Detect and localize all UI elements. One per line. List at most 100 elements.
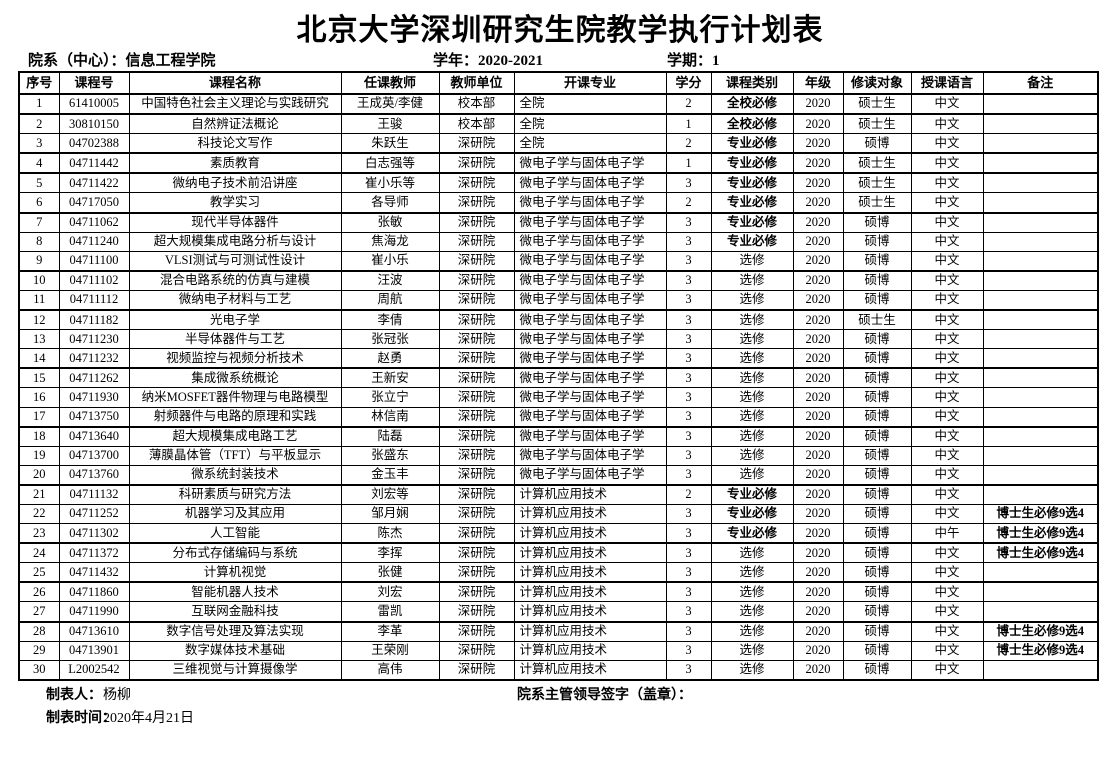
cell-category: 专业必修 (710, 503, 794, 525)
cell-index: 2 (18, 113, 60, 135)
cell-course-id: 04711860 (58, 581, 130, 603)
cell-remark: 博士生必修9选4 (982, 542, 1099, 564)
cell-audience: 硕博 (842, 581, 912, 603)
cell-index: 16 (18, 387, 60, 408)
cell-index: 7 (18, 212, 60, 233)
cell-language: 中文 (910, 581, 984, 603)
cell-index: 29 (18, 640, 60, 661)
cell-remark (982, 212, 1099, 233)
cell-audience: 硕博 (842, 406, 912, 428)
semester-field: 学期：1 (667, 49, 720, 70)
department-field: 院系（中心）：信息工程学院 (28, 49, 216, 70)
cell-course-id: 04711442 (58, 152, 130, 175)
cell-grade: 2020 (792, 601, 844, 623)
cell-course-name: 光电子学 (128, 309, 342, 331)
course-table-body: 1 61410005 中国特色社会主义理论与实践研究 王成英/李健 校本部 全院 2 全校必修… (18, 93, 1099, 681)
cell-remark (982, 192, 1099, 214)
cell-teacher-unit: 深研院 (438, 270, 515, 291)
cell-audience: 硕博 (842, 464, 912, 486)
cell-major: 微电子学与固体电子学 (513, 387, 667, 408)
cell-category: 专业必修 (710, 484, 794, 505)
cell-category: 选修 (710, 289, 794, 312)
cell-language: 中文 (910, 231, 984, 252)
cell-course-name: 数字媒体技术基础 (128, 640, 342, 661)
table-row: 20 04713760 微系统封装技术 金玉丰 深研院 微电子学与固体电子学 3 选修 2020… (18, 464, 1099, 486)
cell-index: 1 (18, 93, 60, 116)
cell-index: 12 (18, 309, 60, 331)
cell-language: 中文 (910, 250, 984, 272)
cell-course-id: 04711232 (58, 348, 130, 370)
cell-remark (982, 348, 1099, 370)
cell-course-id: 04711112 (58, 289, 130, 312)
cell-language: 中文 (910, 133, 984, 155)
cell-major: 微电子学与固体电子学 (513, 250, 667, 272)
table-row: 23 04711302 人工智能 陈杰 深研院 计算机应用技术 3 专业必修 2020 硕博 中午博… (18, 523, 1099, 545)
cell-audience: 硕博 (842, 503, 912, 525)
cell-category: 选修 (710, 426, 794, 447)
column-header-category: 课程类别 (710, 71, 794, 95)
cell-major: 计算机应用技术 (513, 659, 667, 681)
cell-teacher: 邹月娴 (340, 503, 440, 525)
cell-major: 微电子学与固体电子学 (513, 212, 667, 233)
cell-index: 15 (18, 367, 60, 389)
cell-category: 专业必修 (710, 192, 794, 214)
table-row: 9 04711100 VLSI测试与可测试性设计 崔小乐 深研院 微电子学与固体电子学 3 选… (18, 250, 1099, 272)
cell-course-id: 04713901 (58, 640, 130, 661)
cell-course-name: 薄膜晶体管（TFT）与平板显示 (128, 445, 342, 466)
cell-remark (982, 445, 1099, 466)
cell-audience: 硕博 (842, 250, 912, 272)
cell-teacher-unit: 深研院 (438, 464, 515, 486)
cell-teacher: 各导师 (340, 192, 440, 214)
cell-grade: 2020 (792, 329, 844, 350)
cell-remark: 博士生必修9选4 (982, 503, 1099, 525)
cell-grade: 2020 (792, 133, 844, 155)
cell-audience: 硕士生 (842, 309, 912, 331)
cell-credits: 3 (665, 542, 712, 564)
cell-index: 21 (18, 484, 60, 505)
column-header-language: 授课语言 (910, 71, 984, 95)
cell-major: 计算机应用技术 (513, 640, 667, 661)
cell-major: 全院 (513, 133, 667, 155)
cell-major: 微电子学与固体电子学 (513, 231, 667, 252)
cell-course-name: 自然辨证法概论 (128, 113, 342, 135)
cell-course-name: 微纳电子材料与工艺 (128, 289, 342, 312)
cell-remark (982, 367, 1099, 389)
cell-course-id: 04711422 (58, 172, 130, 194)
cell-grade: 2020 (792, 387, 844, 408)
cell-credits: 1 (665, 113, 712, 135)
column-header-teacher: 任课教师 (340, 71, 440, 95)
cell-teacher-unit: 深研院 (438, 231, 515, 252)
cell-audience: 硕博 (842, 387, 912, 408)
cell-audience: 硕博 (842, 212, 912, 233)
cell-remark (982, 601, 1099, 623)
cell-language: 中文 (910, 192, 984, 214)
cell-course-name: 纳米MOSFET器件物理与电路模型 (128, 387, 342, 408)
cell-course-id: L2002542 (58, 659, 130, 681)
cell-course-name: 机器学习及其应用 (128, 503, 342, 525)
cell-category: 选修 (710, 406, 794, 428)
cell-course-name: 超大规模集成电路分析与设计 (128, 231, 342, 252)
column-header-grade: 年级 (792, 71, 844, 95)
cell-language: 中文 (910, 309, 984, 331)
cell-teacher: 陆磊 (340, 426, 440, 447)
cell-teacher: 张盛东 (340, 445, 440, 466)
cell-index: 5 (18, 172, 60, 194)
cell-credits: 3 (665, 445, 712, 466)
cell-language: 中午 (910, 523, 984, 545)
cell-teacher: 张敏 (340, 212, 440, 233)
cell-remark (982, 152, 1099, 175)
cell-remark: 博士生必修9选4 (982, 523, 1099, 545)
cell-teacher: 崔小乐等 (340, 172, 440, 194)
cell-language: 中文 (910, 172, 984, 194)
cell-index: 18 (18, 426, 60, 447)
cell-major: 计算机应用技术 (513, 562, 667, 584)
cell-teacher: 林信南 (340, 406, 440, 428)
cell-audience: 硕博 (842, 426, 912, 447)
cell-grade: 2020 (792, 562, 844, 584)
cell-major: 计算机应用技术 (513, 601, 667, 623)
cell-teacher-unit: 深研院 (438, 212, 515, 233)
cell-remark (982, 231, 1099, 252)
cell-remark: 博士生必修9选4 (982, 640, 1099, 661)
cell-audience: 硕博 (842, 640, 912, 661)
cell-language: 中文 (910, 152, 984, 175)
